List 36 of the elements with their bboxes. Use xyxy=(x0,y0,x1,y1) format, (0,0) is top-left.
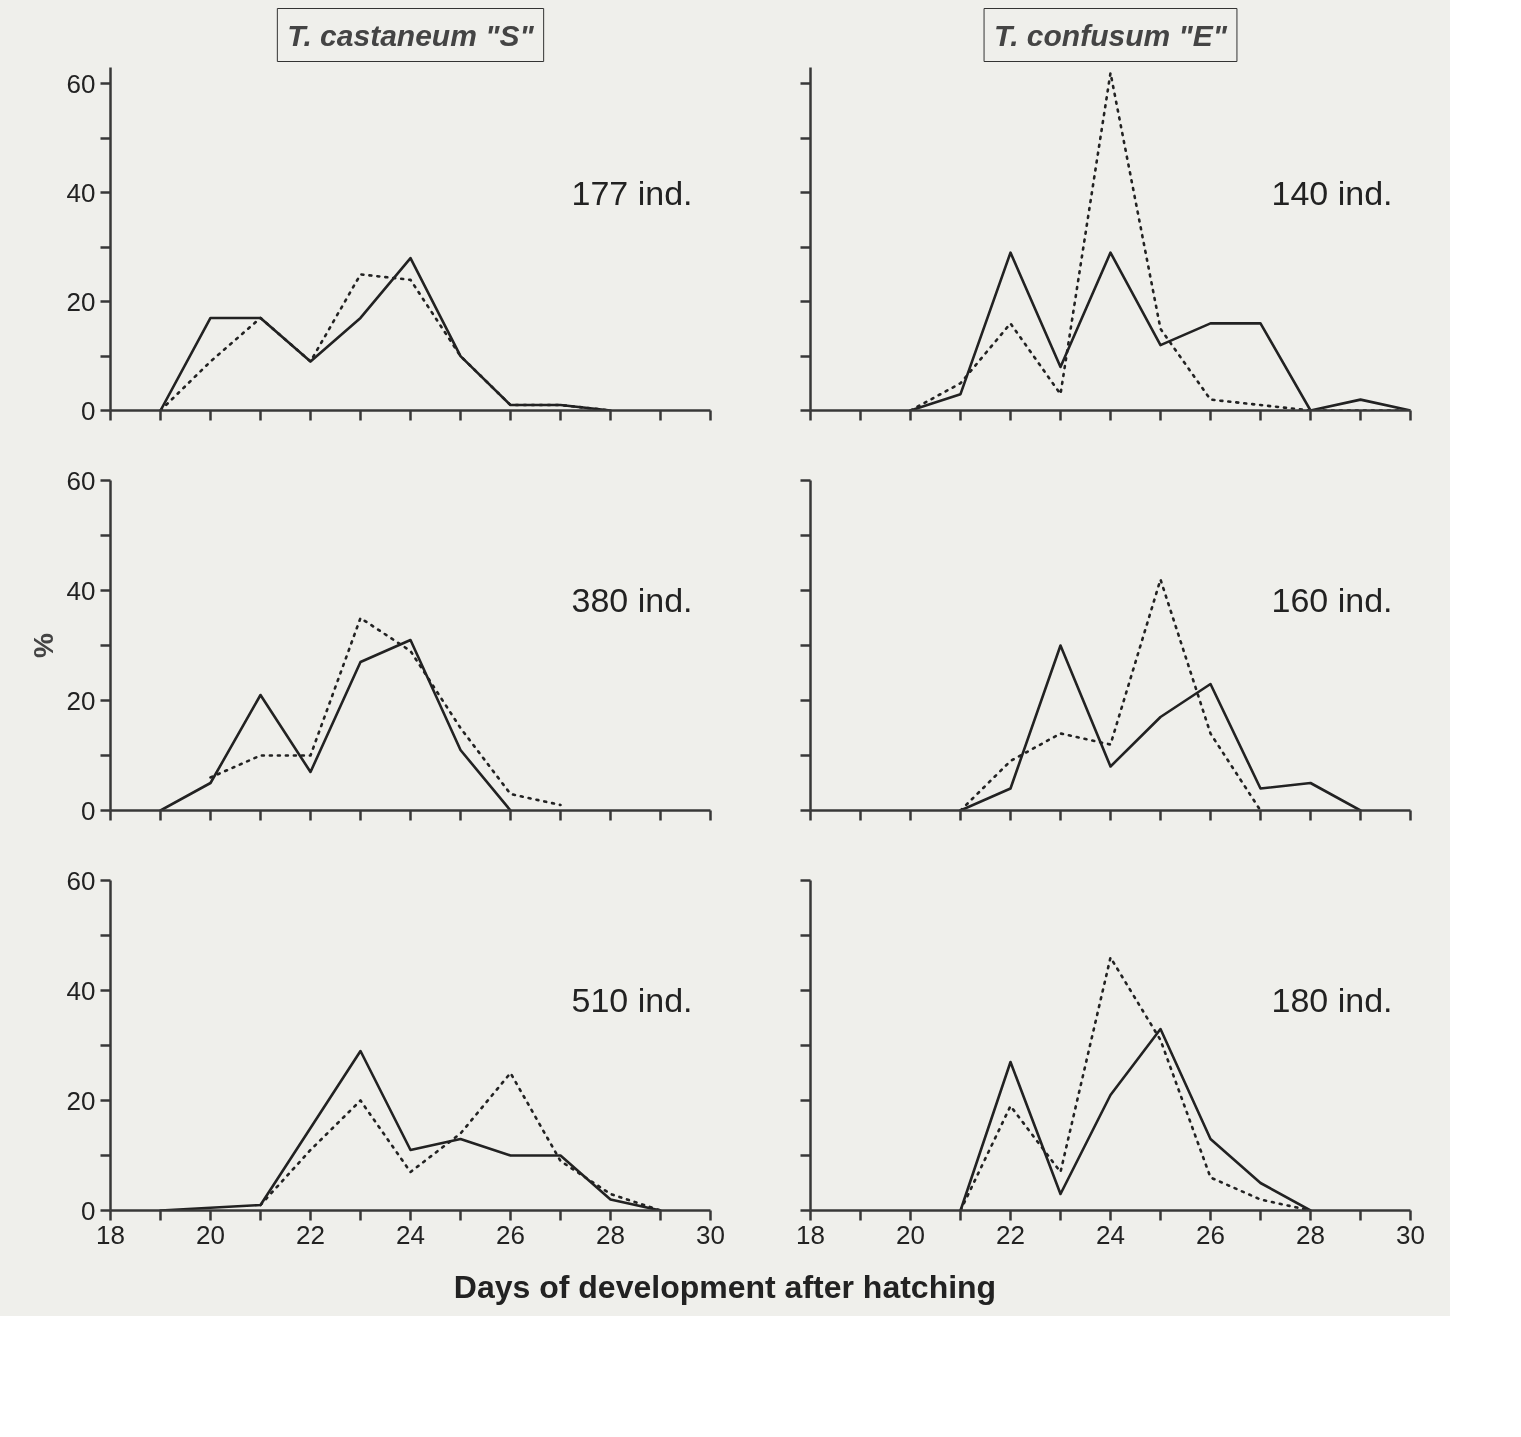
annotation: 180 ind. xyxy=(1271,981,1393,1020)
y-tick-label: 20 xyxy=(66,1085,96,1116)
y-tick-label: 40 xyxy=(66,975,96,1006)
annotation: 510 ind. xyxy=(571,981,693,1020)
x-axis-title: Days of development after hatching xyxy=(453,1268,997,1307)
y-tick-label: 0 xyxy=(81,1195,96,1226)
y-tick-label: 40 xyxy=(66,177,96,208)
y-tick-label: 0 xyxy=(81,395,96,426)
x-tick-label: 18 xyxy=(796,1219,825,1250)
x-tick-label: 30 xyxy=(696,1219,725,1250)
chart-title: T. castaneum "S" xyxy=(287,18,535,52)
x-tick-label: 22 xyxy=(296,1219,325,1250)
y-tick-label: 60 xyxy=(66,465,96,496)
y-tick-label: 60 xyxy=(66,865,96,896)
y-tick-label: 0 xyxy=(81,795,96,826)
x-tick-label: 22 xyxy=(996,1219,1025,1250)
x-tick-label: 20 xyxy=(896,1219,925,1250)
x-tick-label: 24 xyxy=(1096,1219,1125,1250)
annotation: 140 ind. xyxy=(1271,173,1393,212)
y-tick-label: 40 xyxy=(66,575,96,606)
annotation: 177 ind. xyxy=(571,173,693,212)
x-tick-label: 18 xyxy=(96,1219,125,1250)
x-tick-label: 28 xyxy=(1296,1219,1325,1250)
annotation: 380 ind. xyxy=(571,581,693,620)
chart-title: T. confusum "E" xyxy=(994,18,1228,52)
y-tick-label: 60 xyxy=(66,68,96,99)
y-axis-title: % xyxy=(27,632,59,658)
annotation: 160 ind. xyxy=(1271,581,1393,620)
x-tick-label: 26 xyxy=(496,1219,525,1250)
x-tick-label: 20 xyxy=(196,1219,225,1250)
y-tick-label: 20 xyxy=(66,685,96,716)
x-tick-label: 26 xyxy=(1196,1219,1225,1250)
y-tick-label: 20 xyxy=(66,286,96,317)
x-tick-label: 24 xyxy=(396,1219,425,1250)
x-tick-label: 28 xyxy=(596,1219,625,1250)
x-tick-label: 30 xyxy=(1396,1219,1425,1250)
